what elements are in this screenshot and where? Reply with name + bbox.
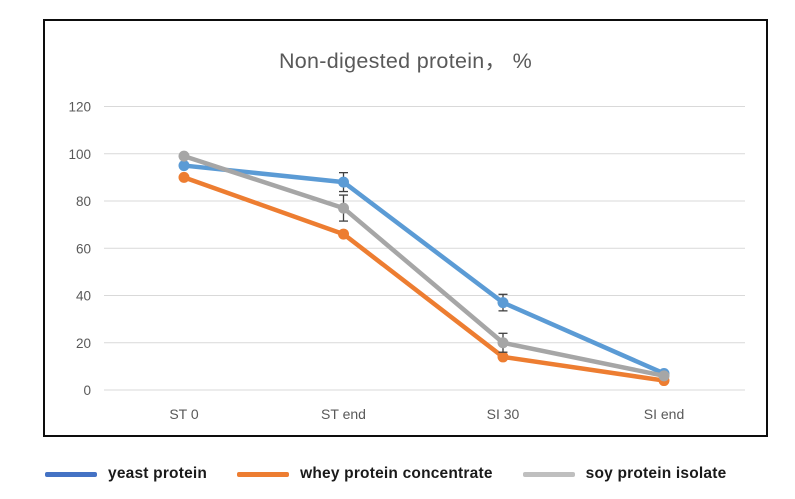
y-axis-tick-label: 0 (83, 383, 91, 398)
y-axis-tick-label: 100 (68, 147, 91, 162)
data-point-marker (658, 370, 670, 382)
data-point-marker (178, 150, 190, 162)
x-axis-category-label: ST end (321, 406, 366, 422)
legend-label: whey protein concentrate (300, 465, 493, 482)
x-axis-category-label: SI end (644, 406, 684, 422)
series-line (181, 153, 667, 379)
legend-item-whey-protein-concentrate: whey protein concentrate (237, 465, 493, 483)
legend-line-swatch (522, 471, 575, 477)
data-point-marker (338, 176, 349, 188)
legend-line-swatch (45, 471, 97, 477)
legend-item-yeast-protein: yeast protein (45, 465, 207, 483)
data-point-marker (497, 297, 509, 309)
x-axis-category-label: SI 30 (487, 406, 520, 422)
data-point-marker (497, 351, 509, 363)
data-point-marker (178, 160, 190, 172)
legend-item-soy-protein-isolate: soy protein isolate (522, 465, 727, 483)
y-axis-tick-label: 80 (76, 194, 91, 209)
legend-label: yeast protein (108, 465, 208, 482)
series-yeast-protein (178, 160, 670, 379)
series-soy-protein-isolate (178, 150, 670, 382)
data-point-marker (338, 202, 349, 214)
series-line (181, 163, 667, 376)
y-axis-tick-label: 20 (76, 336, 91, 351)
series-line (181, 175, 667, 383)
data-point-marker (497, 337, 509, 349)
x-axis-category-label: ST 0 (169, 406, 199, 422)
legend-line-swatch (237, 471, 290, 477)
legend-label: soy protein isolate (585, 465, 727, 482)
y-axis-tick-label: 40 (76, 289, 91, 304)
chart-title: Non-digested protein， % (278, 49, 533, 73)
data-point-marker (338, 228, 349, 240)
y-axis-tick-label: 120 (68, 100, 91, 115)
y-axis-tick-label: 60 (76, 241, 91, 256)
chart-legend: yeast protein whey protein concentrate s… (0, 462, 795, 486)
data-point-marker (178, 171, 190, 183)
